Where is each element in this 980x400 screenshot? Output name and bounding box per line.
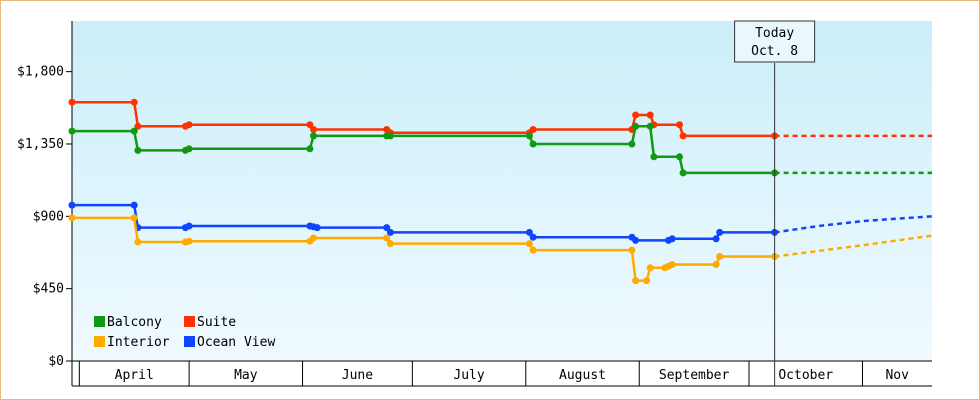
month-label: October bbox=[778, 368, 833, 383]
series-line bbox=[72, 125, 775, 175]
month-label: May bbox=[234, 368, 258, 383]
data-point bbox=[529, 126, 537, 133]
legend-item-suite: Suite bbox=[184, 315, 236, 330]
data-point bbox=[632, 277, 640, 285]
data-point bbox=[716, 253, 724, 260]
y-tick-label: $1,800 bbox=[17, 65, 64, 80]
data-point bbox=[134, 146, 142, 154]
data-point bbox=[716, 228, 724, 236]
legend-swatch bbox=[184, 336, 195, 347]
today-date: Oct. 8 bbox=[751, 44, 798, 59]
data-point bbox=[130, 201, 138, 209]
data-point bbox=[306, 145, 314, 153]
data-point bbox=[668, 235, 676, 243]
data-point bbox=[529, 140, 537, 148]
data-point bbox=[185, 145, 193, 153]
data-point bbox=[185, 222, 193, 230]
data-point bbox=[134, 122, 142, 130]
month-label: April bbox=[115, 368, 154, 383]
data-point bbox=[130, 127, 138, 135]
data-point bbox=[68, 98, 76, 106]
legend-label: Suite bbox=[197, 315, 236, 330]
today-marker: Today Oct. 8 bbox=[734, 20, 816, 386]
data-point bbox=[383, 234, 391, 242]
forecast-line bbox=[774, 234, 933, 258]
data-point bbox=[529, 233, 537, 241]
series-interior bbox=[68, 214, 933, 285]
data-point bbox=[628, 246, 636, 254]
data-point bbox=[679, 132, 687, 140]
data-point bbox=[386, 240, 394, 248]
data-point bbox=[386, 228, 394, 236]
data-point bbox=[310, 234, 317, 242]
legend: Balcony Suite Interior Ocean View bbox=[94, 315, 275, 350]
data-point bbox=[130, 98, 138, 106]
y-tick-label: $450 bbox=[33, 282, 64, 297]
legend-swatch bbox=[184, 316, 195, 327]
data-point bbox=[632, 236, 640, 244]
data-point bbox=[68, 214, 76, 222]
data-point bbox=[646, 111, 654, 119]
forecast-line bbox=[774, 215, 933, 234]
legend-item-ocean-view: Ocean View bbox=[184, 335, 275, 350]
y-tick-label: $0 bbox=[48, 354, 64, 369]
data-point bbox=[632, 122, 640, 130]
series-balcony bbox=[68, 122, 932, 177]
y-axis: $0 $450 $900 $1,350 $1,800 bbox=[17, 21, 73, 386]
data-point bbox=[68, 201, 76, 209]
data-point bbox=[712, 235, 720, 243]
data-point bbox=[650, 153, 658, 161]
data-point bbox=[525, 240, 533, 248]
legend-swatch bbox=[94, 316, 105, 327]
legend-item-interior: Interior bbox=[94, 335, 170, 350]
legend-label: Ocean View bbox=[197, 335, 275, 350]
legend-label: Interior bbox=[107, 335, 170, 350]
data-point bbox=[310, 126, 317, 133]
data-point bbox=[383, 224, 391, 232]
series-layer bbox=[68, 98, 933, 285]
today-label: Today bbox=[755, 26, 794, 41]
today-box bbox=[734, 20, 816, 63]
data-point bbox=[185, 121, 193, 129]
series-suite bbox=[68, 98, 932, 140]
month-label: September bbox=[659, 368, 730, 383]
y-tick-label: $900 bbox=[33, 209, 64, 224]
data-point bbox=[386, 132, 394, 140]
data-point bbox=[676, 121, 683, 129]
month-label: June bbox=[342, 368, 373, 383]
data-point bbox=[185, 237, 193, 245]
data-point bbox=[668, 261, 676, 268]
data-point bbox=[632, 111, 640, 119]
data-point bbox=[310, 132, 317, 140]
data-point bbox=[68, 127, 76, 135]
legend-label: Balcony bbox=[107, 315, 162, 330]
legend-item-balcony: Balcony bbox=[94, 315, 162, 330]
series-line bbox=[72, 100, 775, 138]
data-point bbox=[130, 214, 138, 222]
legend-swatch bbox=[94, 336, 105, 347]
data-point bbox=[646, 264, 654, 272]
month-label: August bbox=[559, 368, 606, 383]
month-label: Nov bbox=[885, 368, 909, 383]
x-axis: April May June July August September October No… bbox=[72, 360, 932, 387]
data-point bbox=[525, 228, 533, 236]
y-tick-label: $1,350 bbox=[17, 137, 64, 152]
data-point bbox=[628, 140, 636, 148]
month-label: July bbox=[453, 368, 484, 383]
data-point bbox=[676, 153, 683, 161]
data-point bbox=[313, 224, 321, 232]
data-point bbox=[712, 261, 720, 268]
data-point bbox=[525, 132, 533, 140]
data-point bbox=[529, 246, 537, 254]
data-point bbox=[679, 169, 687, 177]
plot-area bbox=[72, 21, 932, 361]
data-point bbox=[306, 121, 314, 129]
data-point bbox=[646, 122, 654, 130]
data-point bbox=[643, 277, 651, 285]
data-point bbox=[134, 238, 142, 246]
